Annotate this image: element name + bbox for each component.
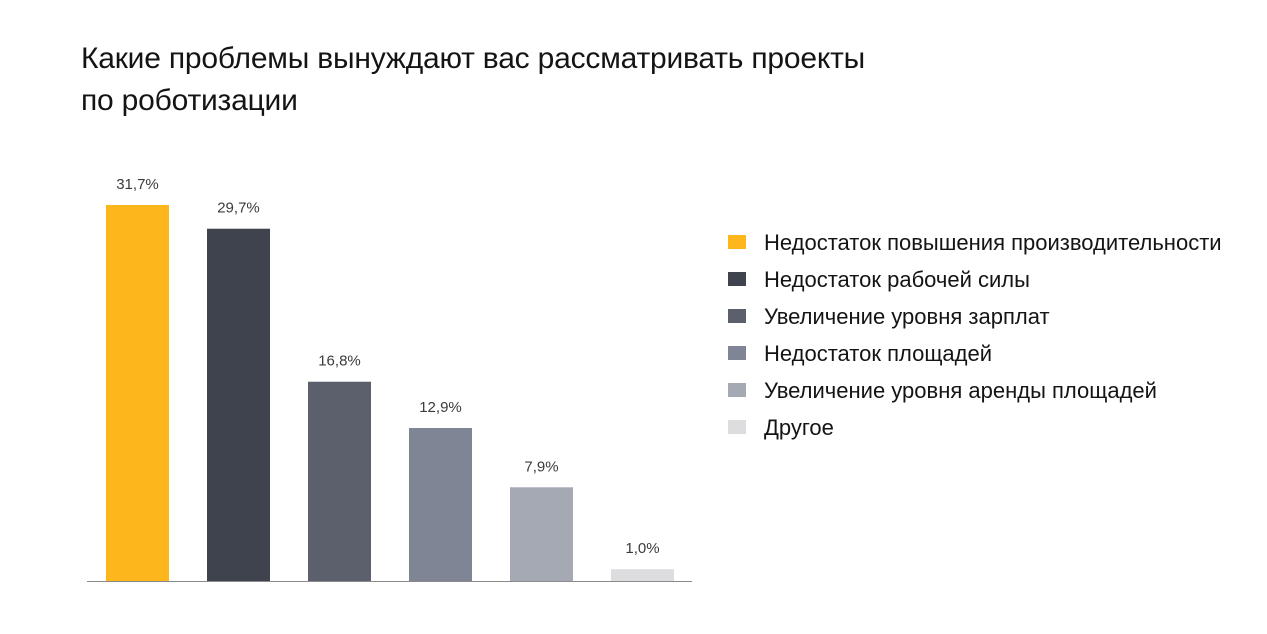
bar-3 bbox=[308, 381, 371, 581]
legend-swatch-1 bbox=[728, 235, 746, 249]
legend-item-6: Другое bbox=[728, 413, 1248, 442]
value-label-3: 16,8% bbox=[318, 353, 361, 370]
value-label-6: 1,0% bbox=[625, 540, 659, 557]
legend-label-5: Увеличение уровня аренды площадей bbox=[764, 378, 1157, 403]
bar-2 bbox=[207, 228, 270, 581]
value-label-4: 12,9% bbox=[419, 399, 462, 416]
legend-swatch-6 bbox=[728, 420, 746, 434]
chart-title: Какие проблемы вынуждают вас рассматрива… bbox=[81, 42, 866, 117]
legend-swatch-4 bbox=[728, 346, 746, 360]
legend-label-1: Недостаток повышения производительности bbox=[764, 230, 1222, 255]
bar-6 bbox=[611, 569, 674, 581]
value-label-5: 7,9% bbox=[524, 458, 558, 475]
legend-item-3: Увеличение уровня зарплат bbox=[728, 302, 1248, 331]
legend-label-3: Увеличение уровня зарплат bbox=[764, 304, 1050, 329]
legend-item-4: Недостаток площадей bbox=[728, 339, 1248, 368]
legend-label-2: Недостаток рабочей силы bbox=[764, 267, 1030, 292]
legend-swatch-5 bbox=[728, 383, 746, 397]
bar-chart: 31,7% 29,7% 16,8% 12,9% 7,9% 1,0% bbox=[87, 176, 692, 582]
legend-label-6: Другое bbox=[764, 415, 834, 440]
value-label-1: 31,7% bbox=[116, 176, 159, 193]
bar-5 bbox=[510, 487, 573, 581]
chart-legend: Недостаток повышения производительности Н… bbox=[728, 228, 1248, 450]
legend-swatch-3 bbox=[728, 309, 746, 323]
value-label-2: 29,7% bbox=[217, 200, 260, 217]
bar-4 bbox=[409, 427, 472, 581]
legend-label-4: Недостаток площадей bbox=[764, 341, 993, 366]
bar-1 bbox=[106, 205, 169, 581]
legend-item-2: Недостаток рабочей силы bbox=[728, 265, 1248, 294]
legend-item-1: Недостаток повышения производительности bbox=[728, 228, 1248, 257]
legend-swatch-2 bbox=[728, 272, 746, 286]
legend-item-5: Увеличение уровня аренды площадей bbox=[728, 376, 1248, 405]
